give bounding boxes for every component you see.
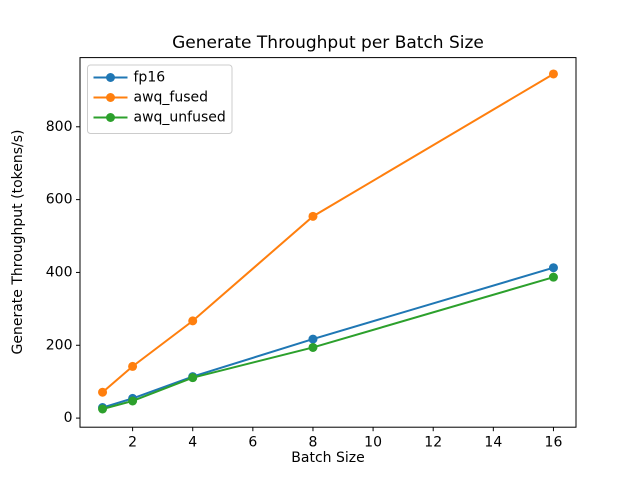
x-tick-label: 4	[188, 434, 197, 450]
data-point-awq_unfused-x8	[308, 342, 318, 352]
legend-marker-awq_fused	[106, 93, 115, 102]
legend-marker-fp16	[106, 73, 115, 82]
plot-spines	[79, 57, 577, 428]
legend-label-fp16: fp16	[134, 70, 166, 86]
y-tick-label: 600	[46, 192, 73, 208]
series-awq_unfused	[98, 272, 558, 414]
y-tick-label: 400	[46, 264, 73, 280]
x-tick-label: 12	[424, 434, 442, 450]
x-axis: 2 4 6 8 10 12 14 16	[128, 427, 562, 450]
y-axis: 0 200 400 600 800	[46, 119, 80, 426]
series-line-awq_unfused	[101, 276, 555, 410]
data-point-fp16-x16	[548, 263, 558, 273]
legend-box	[87, 64, 233, 134]
data-point-awq_fused-x4	[188, 316, 198, 326]
data-point-awq_unfused-x2	[128, 396, 138, 406]
y-tick-label: 800	[46, 119, 73, 135]
x-tick-label: 8	[309, 434, 318, 450]
data-point-awq_unfused-x16	[548, 272, 558, 282]
chart-title: Generate Throughput per Batch Size	[172, 33, 484, 53]
data-point-awq_unfused-x1	[98, 404, 108, 414]
data-point-awq_fused-x1	[98, 387, 108, 397]
x-tick-label: 10	[364, 434, 382, 450]
y-tick-label: 0	[64, 410, 73, 426]
y-axis-label: Generate Throughput (tokens/s)	[10, 130, 26, 355]
series-awq_fused	[98, 69, 558, 397]
legend: fp16 awq_fused awq_unfused	[87, 64, 233, 134]
data-point-awq_fused-x8	[308, 211, 318, 221]
legend-label-awq_fused: awq_fused	[134, 90, 209, 106]
data-point-awq_fused-x16	[548, 69, 558, 79]
x-tick-label: 14	[484, 434, 502, 450]
x-axis-label: Batch Size	[291, 450, 364, 466]
legend-marker-awq_unfused	[106, 113, 115, 122]
data-point-fp16-x8	[308, 334, 318, 344]
x-tick-label: 6	[248, 434, 257, 450]
x-tick-label: 16	[545, 434, 563, 450]
data-point-awq_unfused-x4	[188, 373, 198, 383]
data-point-awq_fused-x2	[128, 361, 138, 371]
x-tick-label: 2	[128, 434, 137, 450]
y-tick-label: 200	[46, 337, 73, 353]
series-fp16	[98, 263, 558, 413]
legend-label-awq_unfused: awq_unfused	[134, 110, 226, 126]
plot-series	[98, 69, 558, 414]
